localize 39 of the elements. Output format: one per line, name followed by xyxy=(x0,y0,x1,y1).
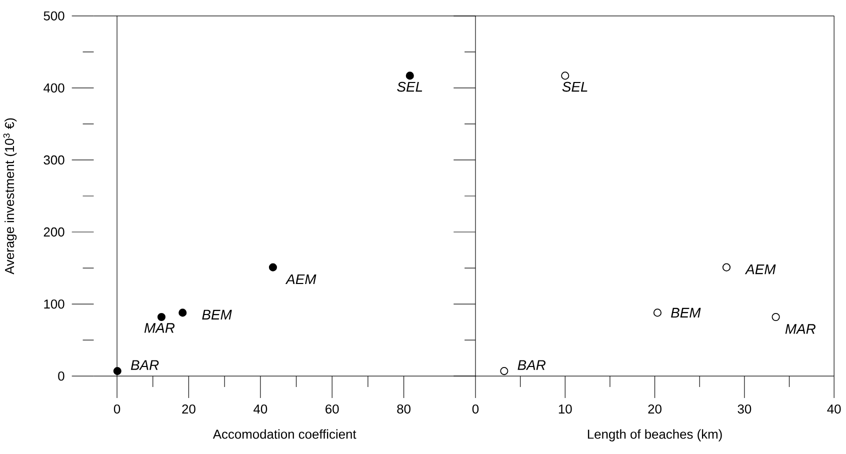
annotation: BEM xyxy=(671,308,701,318)
x-tick-label: 0 xyxy=(472,404,479,414)
point xyxy=(178,308,187,317)
y-tick-label: 100 xyxy=(44,299,64,308)
y-tick-label: 200 xyxy=(44,227,64,236)
annotation: MAR xyxy=(785,324,816,334)
annotation: SEL xyxy=(397,82,422,92)
point xyxy=(406,72,414,80)
x-tick-label: 10 xyxy=(558,404,572,414)
annotation: SEL xyxy=(562,82,588,92)
point xyxy=(561,72,570,80)
annotation: AEM xyxy=(744,264,776,274)
y-tick-label: 0 xyxy=(58,371,64,381)
point xyxy=(653,308,662,317)
y-tick-label: 500 xyxy=(44,11,64,20)
x-tick-label: 20 xyxy=(648,404,662,414)
point xyxy=(157,312,166,321)
annotation: AEM xyxy=(285,274,316,284)
annotation: BAR xyxy=(130,360,159,370)
point xyxy=(268,263,277,272)
annotation: MAR xyxy=(144,323,175,333)
y-axis-title: Average investment (10$^{3}$ €) xyxy=(3,118,17,274)
annotation: BEM xyxy=(202,310,232,320)
x-tick-label: 20 xyxy=(182,404,196,414)
x-axis-title: Accomodation coefficient xyxy=(212,429,356,439)
x-axis-title: Length of beaches (km) xyxy=(588,429,722,442)
x-tick-label: 80 xyxy=(397,404,410,414)
y-tick-label: 300 xyxy=(44,155,64,164)
point xyxy=(722,263,731,272)
x-tick-label: 0 xyxy=(114,404,120,414)
x-tick-label: 40 xyxy=(254,404,268,414)
x-tick-label: 60 xyxy=(326,404,339,414)
point xyxy=(772,312,780,321)
point xyxy=(113,366,122,375)
x-tick-label: 40 xyxy=(827,404,841,414)
point xyxy=(500,366,508,375)
x-tick-label: 30 xyxy=(738,404,752,414)
annotation: BAR xyxy=(518,360,546,370)
y-tick-label: 400 xyxy=(44,83,64,92)
